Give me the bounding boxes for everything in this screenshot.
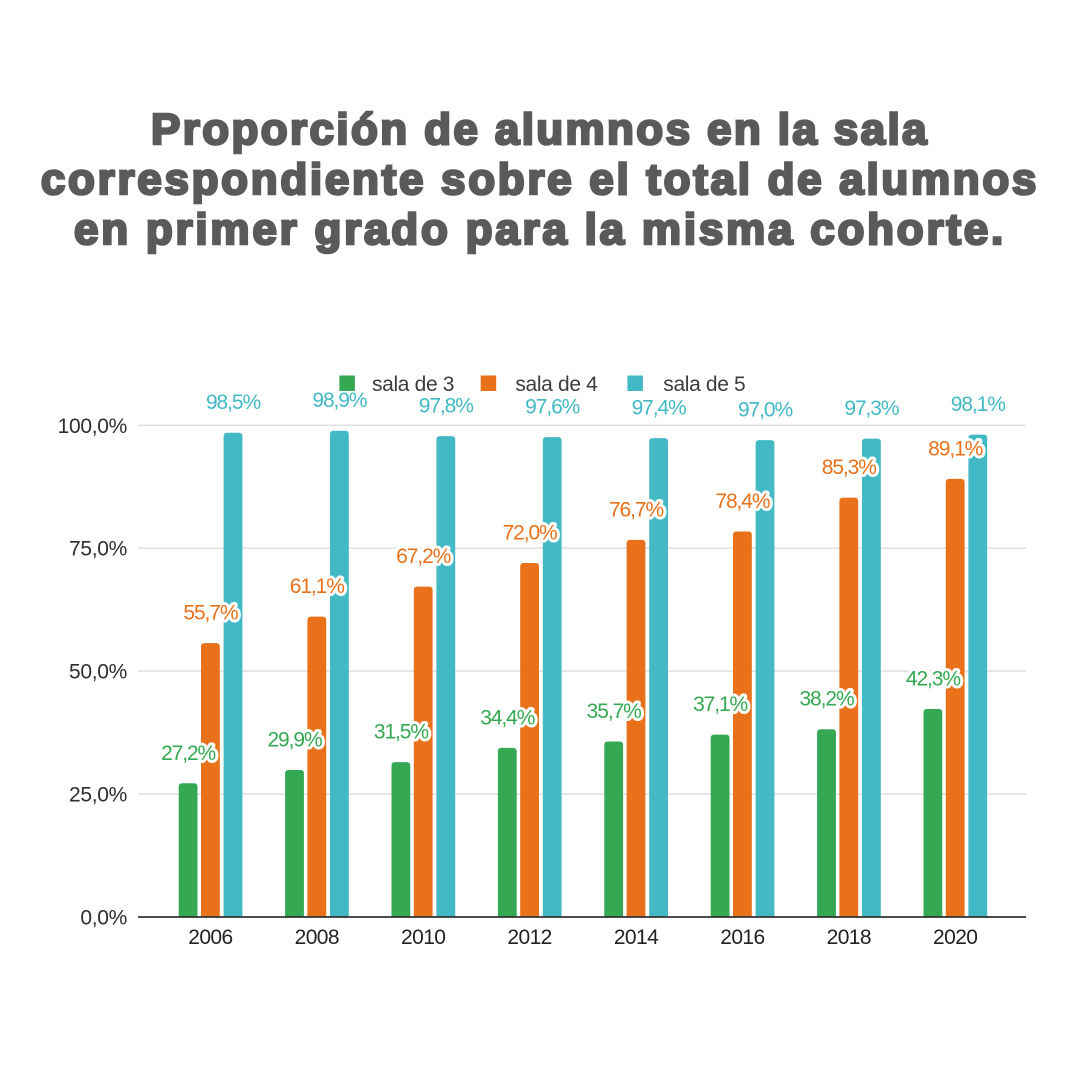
svg-text:2020: 2020: [933, 926, 977, 949]
svg-text:sala de 4: sala de 4: [515, 373, 598, 396]
svg-text:97,3%: 97,3%: [844, 397, 898, 420]
svg-text:75,0%: 75,0%: [69, 538, 127, 561]
svg-text:35,7%: 35,7%: [587, 700, 641, 723]
svg-text:0,0%: 0,0%: [80, 907, 127, 930]
svg-text:67,2%: 67,2%: [396, 545, 450, 568]
svg-text:100,0%: 100,0%: [58, 415, 127, 438]
svg-text:29,9%: 29,9%: [267, 729, 321, 752]
svg-text:97,0%: 97,0%: [738, 399, 792, 422]
svg-text:98,9%: 98,9%: [312, 389, 366, 412]
svg-text:55,7%: 55,7%: [183, 602, 237, 625]
svg-text:sala de 5: sala de 5: [663, 373, 745, 396]
svg-text:2016: 2016: [720, 926, 764, 949]
svg-text:97,4%: 97,4%: [632, 397, 686, 420]
svg-text:2010: 2010: [401, 926, 445, 949]
svg-text:98,1%: 98,1%: [951, 393, 1005, 416]
svg-text:2008: 2008: [295, 926, 339, 949]
svg-text:98,5%: 98,5%: [206, 391, 260, 414]
svg-text:85,3%: 85,3%: [822, 456, 876, 479]
svg-text:2006: 2006: [188, 926, 232, 949]
svg-text:37,1%: 37,1%: [693, 693, 747, 716]
svg-text:27,2%: 27,2%: [161, 742, 215, 765]
svg-text:38,2%: 38,2%: [799, 688, 853, 711]
svg-text:61,1%: 61,1%: [290, 575, 344, 598]
svg-text:42,3%: 42,3%: [906, 668, 960, 691]
svg-text:31,5%: 31,5%: [374, 721, 428, 744]
svg-text:2018: 2018: [827, 926, 871, 949]
svg-text:sala de 3: sala de 3: [372, 373, 454, 396]
svg-text:2012: 2012: [507, 926, 551, 949]
svg-text:89,1%: 89,1%: [928, 437, 982, 460]
svg-text:2014: 2014: [614, 926, 659, 949]
svg-text:50,0%: 50,0%: [69, 661, 127, 684]
svg-text:76,7%: 76,7%: [609, 498, 663, 521]
svg-text:97,8%: 97,8%: [419, 395, 473, 418]
svg-text:25,0%: 25,0%: [69, 784, 127, 807]
svg-text:72,0%: 72,0%: [503, 522, 557, 545]
svg-text:34,4%: 34,4%: [480, 706, 534, 729]
svg-text:78,4%: 78,4%: [715, 490, 769, 513]
svg-text:97,6%: 97,6%: [525, 396, 579, 419]
